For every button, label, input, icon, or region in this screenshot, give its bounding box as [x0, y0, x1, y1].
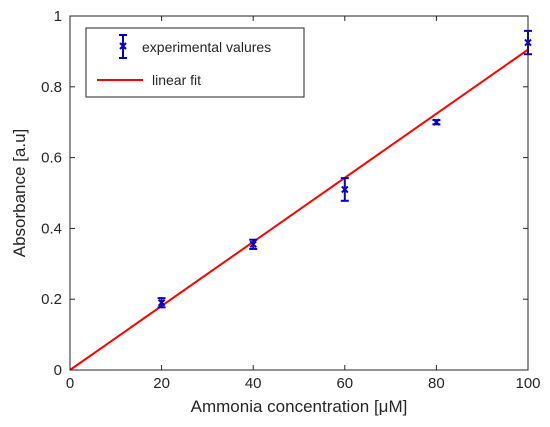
x-tick-label: 40	[245, 375, 262, 392]
marker-stroke	[432, 118, 441, 126]
y-tick-label: 0.6	[41, 150, 62, 167]
data-point-20	[157, 297, 166, 309]
legend-box	[85, 27, 305, 98]
legend-label-experimental: experimental valures	[142, 39, 271, 55]
marker-stroke	[157, 299, 166, 307]
x-axis-label: Ammonia concentration [μM]	[191, 397, 408, 416]
linear-fit-line	[69, 48, 529, 371]
legend-marker-experimental	[119, 34, 127, 59]
legend: experimental valures linear fit	[85, 27, 305, 98]
y-axis-label: Absorbance [a.u]	[10, 129, 29, 258]
x-tick-label: 20	[153, 375, 170, 392]
data-point-60	[340, 177, 349, 202]
marker-stroke	[249, 240, 257, 249]
tick-layer: 0 20 40 60 80 100 0 0.2 0.4 0.6 0.8 1	[41, 8, 540, 392]
y-tick-label: 1	[54, 8, 62, 25]
marker-stroke	[341, 185, 349, 194]
y-tick-label: 0	[54, 362, 62, 379]
y-tick-label: 0.8	[41, 79, 62, 96]
y-tick-label: 0.2	[41, 291, 62, 308]
x-tick-label: 60	[336, 375, 353, 392]
plot-frame	[69, 15, 529, 371]
x-tick-label: 80	[428, 375, 445, 392]
x-tick-label: 100	[515, 375, 540, 392]
data-point-80	[432, 118, 441, 126]
x-tick-label: 0	[66, 375, 74, 392]
data-point-40	[249, 238, 258, 250]
y-tick-label: 0.4	[41, 220, 62, 237]
legend-label-linear-fit: linear fit	[152, 72, 201, 88]
